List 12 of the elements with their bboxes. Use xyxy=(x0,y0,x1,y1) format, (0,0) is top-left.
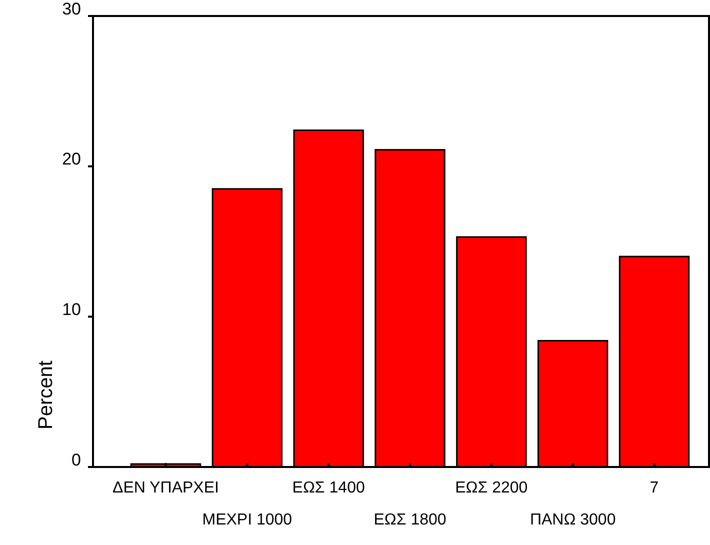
y-axis-title: Percent xyxy=(35,360,57,430)
x-tick-label: ΠΑΝΩ 3000 xyxy=(530,511,616,528)
x-tick-label: ΜΕΧΡΙ 1000 xyxy=(202,511,292,528)
x-tick-label: ΕΩΣ 1800 xyxy=(374,511,446,528)
y-tick-label: 20 xyxy=(62,150,81,169)
x-tick-label: ΕΩΣ 1400 xyxy=(292,479,365,496)
y-tick-label: 10 xyxy=(62,300,81,319)
x-tick-label: ΔΕΝ ΥΠΑΡΧΕΙ xyxy=(112,479,219,496)
x-tick-label: ΕΩΣ 2200 xyxy=(455,479,528,496)
y-tick-label: 30 xyxy=(62,0,81,18)
x-tick-label: 7 xyxy=(650,479,659,496)
y-tick-label: 0 xyxy=(72,450,81,470)
